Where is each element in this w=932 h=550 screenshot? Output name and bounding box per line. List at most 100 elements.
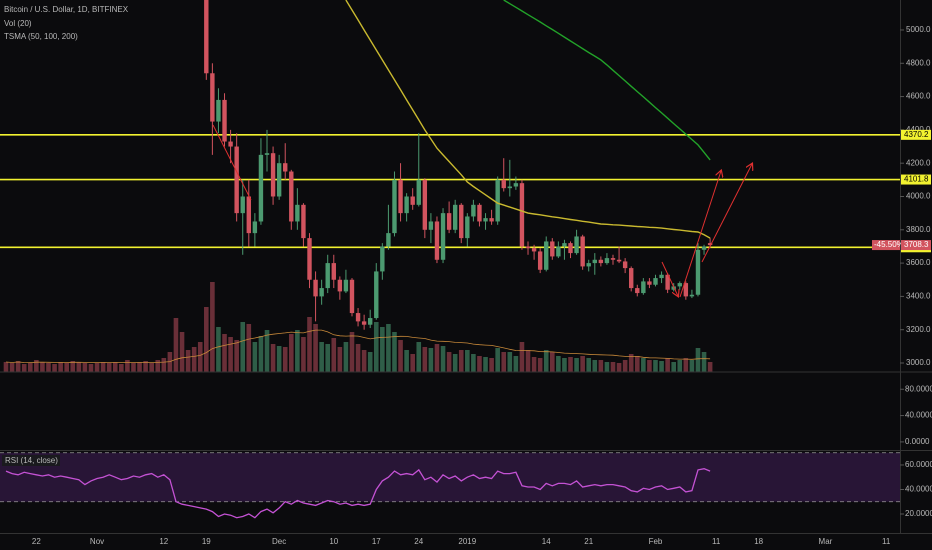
- candle-body: [707, 243, 713, 246]
- candle-body: [222, 99, 227, 142]
- volume-bar: [367, 352, 373, 372]
- volume-bar: [452, 354, 458, 372]
- candle-body: [683, 283, 689, 297]
- level-tag: [901, 129, 931, 140]
- x-tick-label: 14: [542, 537, 551, 546]
- y-tick-label: 60.0000: [905, 460, 932, 469]
- candle-body: [459, 204, 464, 239]
- candle-body: [507, 186, 513, 189]
- y-tick-label: 80.0000: [905, 384, 932, 393]
- y-tick-label: 4800.0: [906, 58, 931, 67]
- volume-bar: [641, 358, 646, 372]
- volume-bar: [665, 358, 670, 372]
- volume-bar: [404, 350, 409, 372]
- volume-bar: [465, 350, 470, 372]
- candle-body: [550, 241, 555, 257]
- volume-bar: [179, 332, 185, 372]
- y-tick-label: 4000.0: [906, 192, 931, 201]
- volume-bar: [483, 357, 488, 372]
- candle-body: [204, 0, 209, 74]
- candle-body: [616, 259, 622, 262]
- volume-bar: [622, 360, 628, 372]
- ma-label: TSMA (50, 100, 200): [4, 32, 78, 41]
- volume-bar: [149, 363, 154, 372]
- y-tick-label: 0.0000: [905, 437, 930, 446]
- volume-bar: [197, 342, 203, 372]
- candle-body: [635, 288, 640, 294]
- volume-bar: [616, 363, 622, 372]
- trend-line: [212, 124, 252, 201]
- last-price-tag: [901, 240, 931, 251]
- volume-bar: [495, 348, 500, 372]
- candle-body: [544, 241, 549, 270]
- candle-body: [695, 249, 701, 295]
- candle-body: [331, 263, 336, 280]
- volume-bar: [21, 364, 27, 372]
- arrow: [679, 171, 721, 298]
- volume-bar: [537, 358, 543, 372]
- volume-ma: [5, 329, 711, 364]
- candle-body: [337, 279, 343, 292]
- volume-bar: [689, 360, 695, 372]
- volume-bar: [604, 362, 610, 372]
- volume-bar: [386, 324, 391, 372]
- candle-body: [465, 216, 470, 239]
- x-tick-label: Nov: [90, 537, 104, 546]
- volume-bar: [210, 282, 215, 372]
- candle-body: [622, 261, 628, 269]
- volume-bar: [161, 358, 167, 372]
- volume-bar: [562, 358, 567, 372]
- candle-body: [629, 268, 634, 289]
- candle-body: [665, 274, 670, 290]
- volume-bar: [343, 342, 349, 372]
- volume-bar: [252, 342, 258, 372]
- x-tick-label: 11: [882, 537, 891, 546]
- candle-body: [586, 263, 591, 267]
- candle-body: [471, 204, 476, 217]
- volume-bar: [458, 350, 464, 372]
- volume-bar: [525, 350, 531, 372]
- candle-body: [349, 279, 355, 314]
- x-tick-label: Feb: [649, 537, 663, 546]
- volume-bar: [628, 354, 634, 372]
- candle-body: [440, 213, 446, 260]
- candle-body: [386, 233, 391, 247]
- candle-body: [289, 171, 294, 222]
- volume-bar: [40, 362, 45, 372]
- rsi-label-box: [2, 455, 60, 466]
- candle-body: [295, 204, 300, 222]
- x-tick-label: 2019: [458, 537, 476, 546]
- candle-body: [659, 274, 664, 279]
- candle-body: [604, 258, 610, 264]
- y-tick-label: 3000.0: [906, 358, 931, 367]
- y-tick-label: 4400.0: [906, 125, 931, 134]
- volume-bar: [683, 358, 689, 372]
- volume-bar: [580, 356, 585, 372]
- x-tick-label: 11: [712, 537, 721, 546]
- candle-body: [574, 236, 579, 254]
- volume-bar: [222, 334, 227, 372]
- level-label: 4101.8: [904, 175, 929, 184]
- volume-bar: [155, 360, 161, 372]
- candle-body: [495, 179, 500, 222]
- volume-label: Vol (20): [4, 19, 32, 28]
- volume-bar: [288, 334, 294, 372]
- volume-bar: [52, 364, 57, 372]
- candle-body: [610, 258, 616, 260]
- volume-bar: [313, 324, 318, 372]
- volume-bar: [276, 346, 282, 372]
- candle-body: [246, 196, 251, 234]
- candle-body: [343, 279, 349, 292]
- y-tick-label: 4600.0: [906, 92, 931, 101]
- volume-bar: [659, 361, 664, 372]
- candle-body: [452, 204, 458, 230]
- candle-body: [689, 294, 695, 297]
- volume-bar: [701, 352, 707, 372]
- volume-bar: [204, 307, 209, 372]
- volume-bar: [355, 344, 361, 372]
- volume-bar: [337, 347, 343, 372]
- candle-body: [568, 243, 573, 254]
- candle-body: [428, 221, 434, 230]
- volume-bar: [64, 363, 69, 372]
